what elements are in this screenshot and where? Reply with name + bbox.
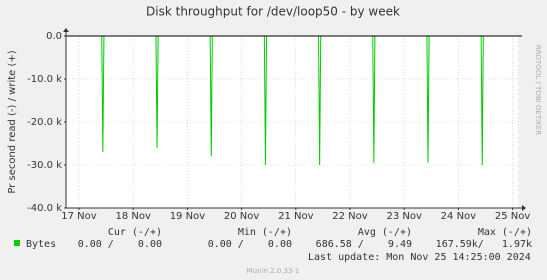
x-tick-label: 17 Nov (61, 211, 97, 222)
y-axis-label: Pr second read (-) / write (+) (7, 50, 18, 193)
stats-value: 0.00 / 0.00 (78, 239, 162, 250)
x-tick-label: 23 Nov (386, 211, 422, 222)
x-tick-label: 19 Nov (170, 211, 206, 222)
x-tick-label: 20 Nov (224, 211, 260, 222)
y-tick-label: -30.0 k (27, 160, 62, 171)
legend-swatch (14, 240, 20, 246)
last-update: Last update: Mon Nov 25 14:25:00 2024 (308, 252, 531, 263)
legend-label: Bytes (26, 239, 56, 250)
stats-value: 0.00 / 0.00 (208, 239, 292, 250)
x-tick-label: 18 Nov (115, 211, 151, 222)
y-tick-label: -40.0 k (27, 203, 62, 214)
axis-arrow (522, 205, 526, 211)
stats-header: Cur (-/+) (108, 227, 162, 238)
x-tick-label: 25 Nov (495, 211, 531, 222)
chart-title: Disk throughput for /dev/loop50 - by wee… (146, 5, 400, 19)
stats-header: Max (-/+) (478, 227, 532, 238)
x-tick-label: 24 Nov (441, 211, 477, 222)
axis-arrow (63, 28, 69, 32)
y-tick-label: -10.0 k (27, 74, 62, 85)
y-tick-label: 0.0 (46, 31, 62, 42)
watermark: RRDTOOL / TOBI OETIKER (534, 45, 542, 135)
y-tick-label: -20.0 k (27, 117, 62, 128)
x-tick-label: 21 Nov (278, 211, 314, 222)
stats-value: 686.58 / 9.49 (316, 239, 412, 250)
stats-value: 167.59k/ 1.97k (436, 239, 532, 250)
x-tick-label: 22 Nov (332, 211, 368, 222)
stats-header: Avg (-/+) (358, 227, 412, 238)
footer: Munin 2.0.33-1 (247, 267, 300, 275)
stats-header: Min (-/+) (238, 227, 292, 238)
